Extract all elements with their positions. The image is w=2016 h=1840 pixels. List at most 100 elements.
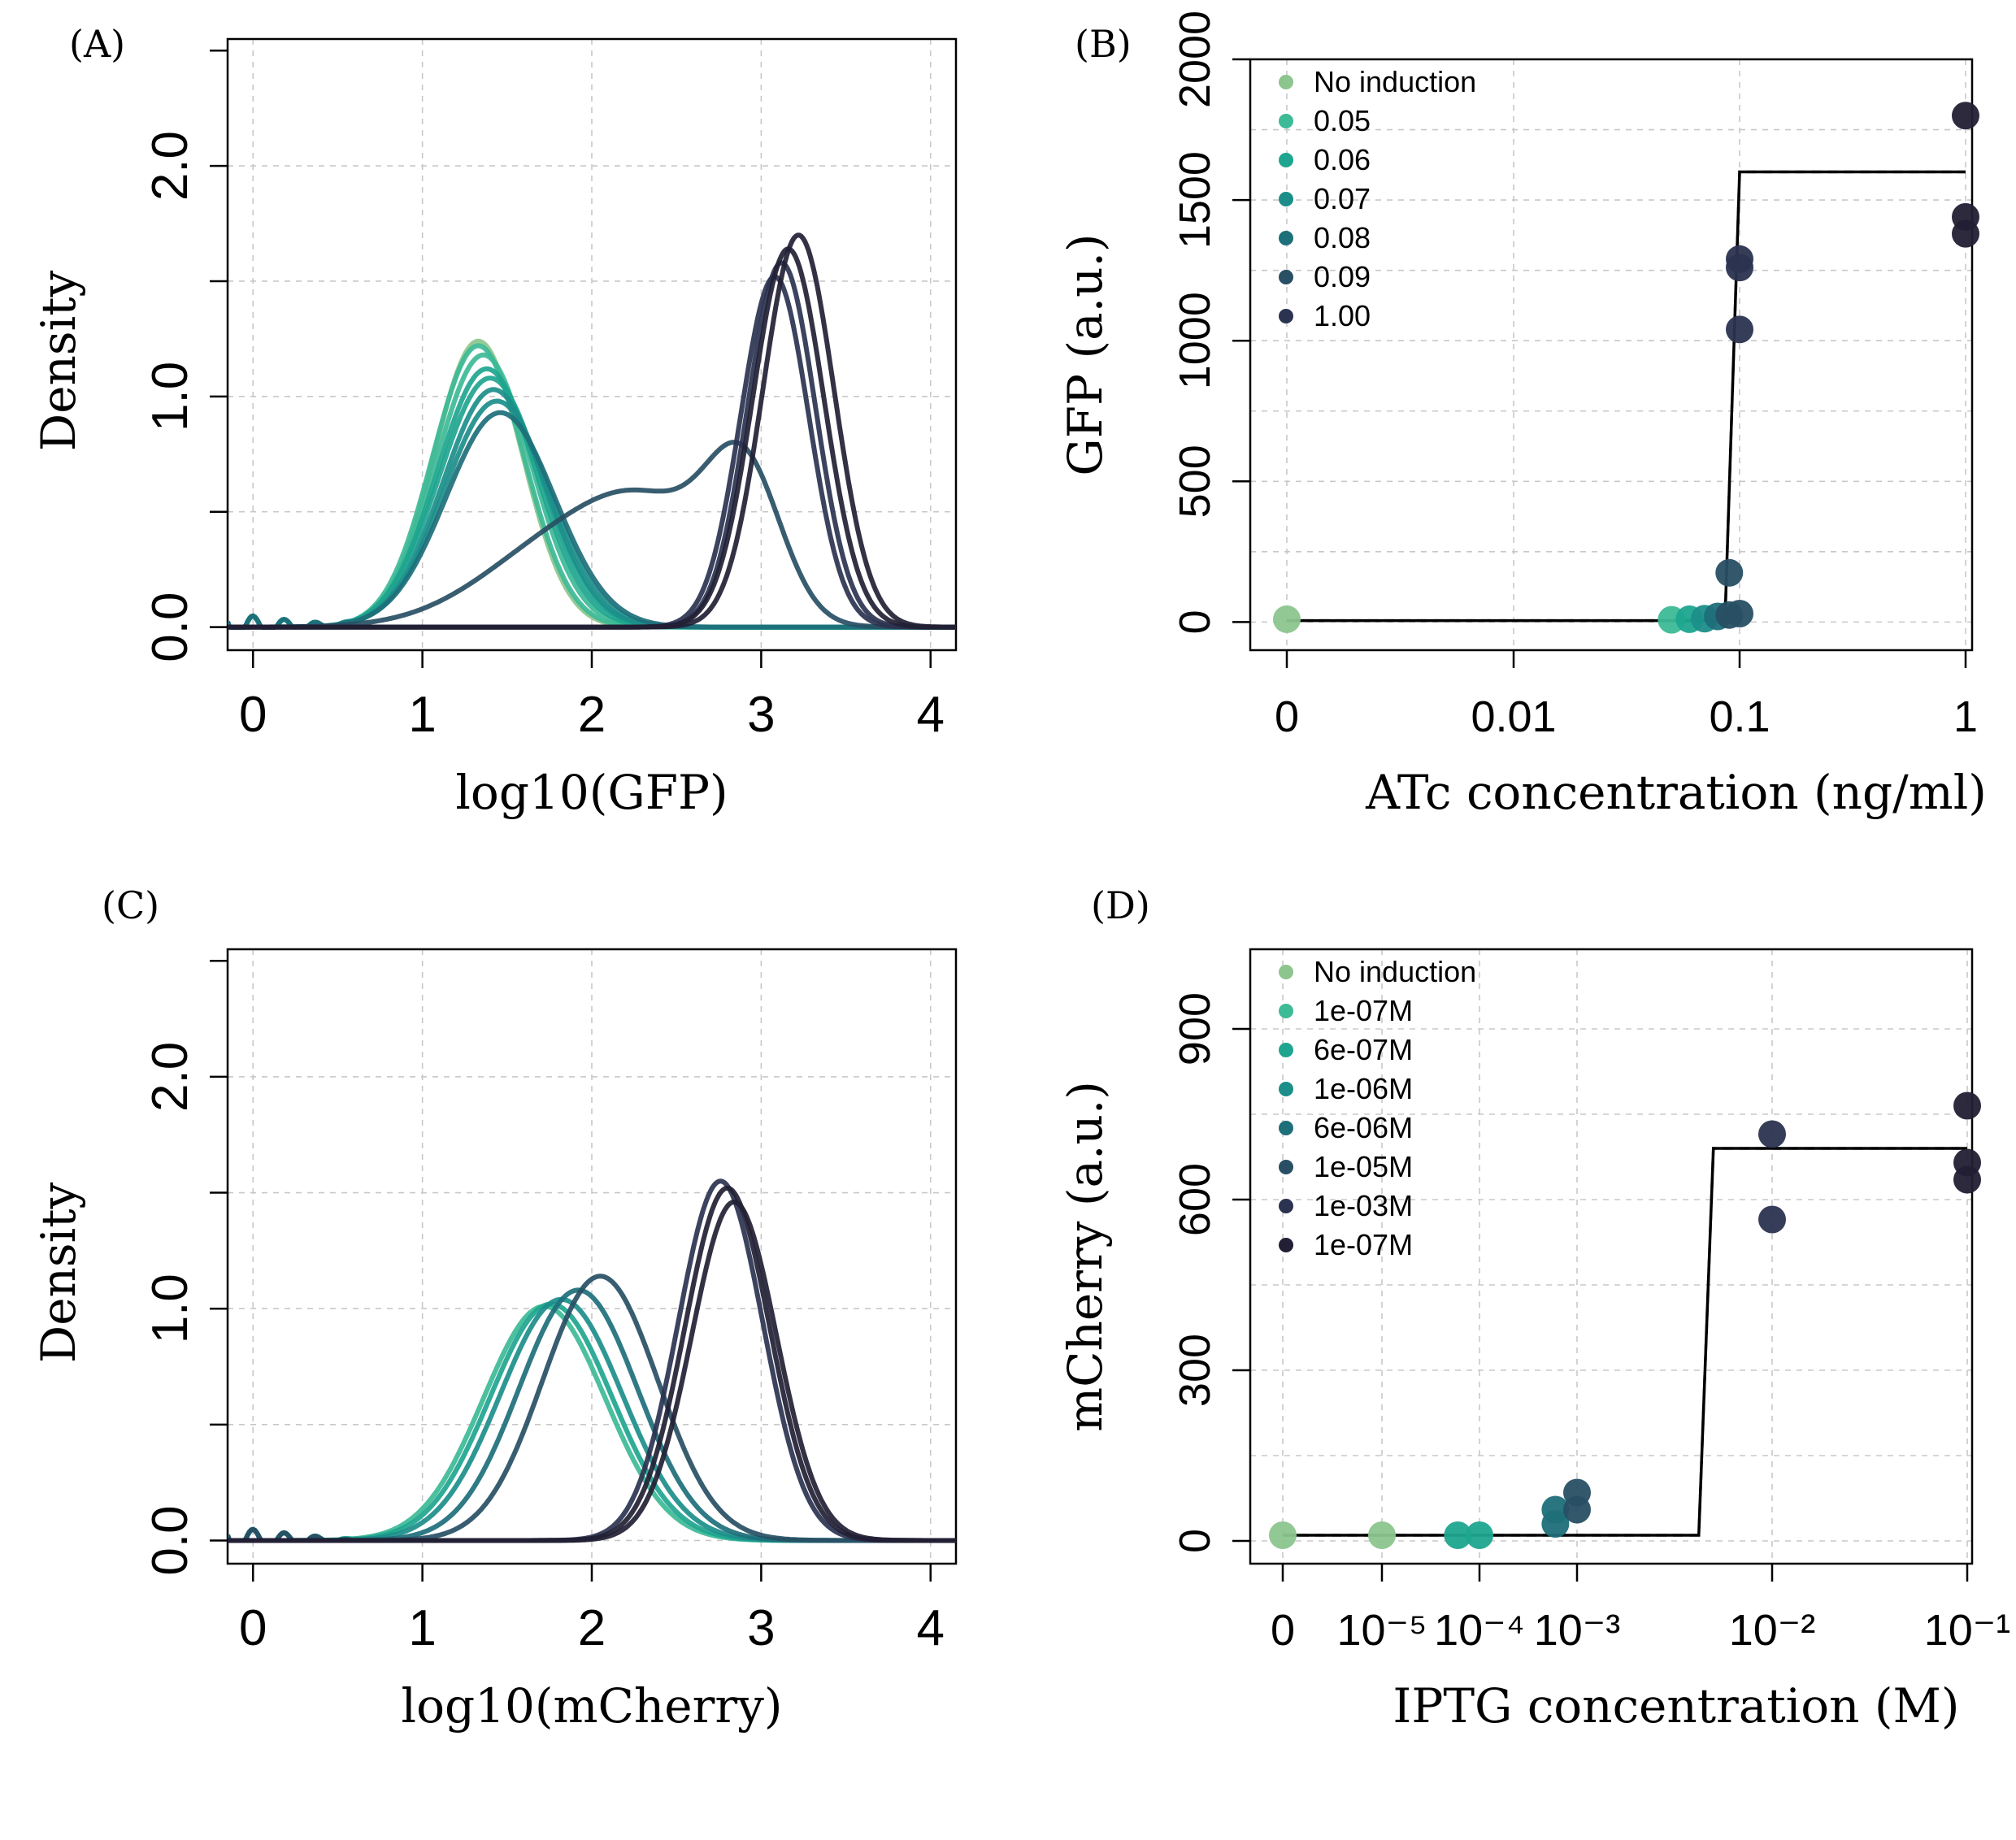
- legend-label-6: 1.00: [1314, 299, 1371, 332]
- y-axis-label: mCherry (a.u.): [1058, 1081, 1113, 1432]
- y-tick-label: 2.0: [142, 131, 198, 201]
- legend-marker-6: [1279, 1199, 1293, 1213]
- y-tick-label: 300: [1171, 1334, 1219, 1407]
- x-tick-label: 4: [917, 687, 945, 743]
- x-tick-label: 0: [1275, 692, 1299, 741]
- x-tick-label: 10⁻³: [1534, 1606, 1621, 1655]
- legend-marker-5: [1279, 270, 1293, 284]
- y-tick-label: 600: [1171, 1163, 1219, 1236]
- x-tick-label: 0.1: [1709, 692, 1770, 741]
- x-tick-label: 10⁻¹: [1924, 1606, 2011, 1655]
- y-tick-label: 0.0: [142, 592, 198, 662]
- x-tick-label: 3: [747, 1600, 775, 1656]
- y-tick-label: 1.0: [142, 362, 198, 432]
- legend-marker-0: [1279, 965, 1293, 979]
- legend: No induction 0.05 0.06 0.07 0.08 0.09 1.00: [1279, 65, 1476, 332]
- legend-marker-5: [1279, 1160, 1293, 1174]
- data-point-13: [1952, 219, 1979, 248]
- legend-label-0: No induction: [1314, 65, 1476, 98]
- legend-marker-1: [1279, 1004, 1293, 1018]
- legend-marker-6: [1279, 309, 1293, 323]
- x-tick-label: 2: [578, 1600, 606, 1656]
- data-point-10: [1726, 245, 1753, 273]
- y-axis-label: GFP (a.u.): [1058, 233, 1113, 475]
- y-tick-label: 0.0: [142, 1505, 198, 1575]
- legend-label-2: 6e-07M: [1314, 1033, 1413, 1066]
- data-point-8: [1726, 315, 1753, 344]
- panel-label: (A): [69, 22, 125, 66]
- x-tick-label: 1: [408, 1600, 436, 1656]
- x-tick-label: 4: [917, 1600, 945, 1656]
- data-point-6: [1715, 558, 1744, 587]
- data-point-8: [1758, 1120, 1786, 1148]
- density-curves: [228, 232, 956, 630]
- y-tick-label: 500: [1171, 445, 1219, 518]
- x-tick-label: 10⁻²: [1729, 1606, 1816, 1655]
- data-point-9: [1758, 1205, 1786, 1234]
- y-axis-label: Density: [31, 1182, 86, 1363]
- fit-line: [1287, 170, 1966, 623]
- data-point-2: [1444, 1521, 1472, 1549]
- y-tick-label: 1000: [1171, 292, 1219, 389]
- legend-marker-7: [1279, 1238, 1293, 1252]
- x-tick-label: 0: [239, 1600, 267, 1656]
- plot-frame: [1249, 948, 1974, 1565]
- data-point-0: [1269, 1521, 1297, 1549]
- legend-marker-4: [1279, 1121, 1293, 1135]
- legend-marker-3: [1279, 1082, 1293, 1096]
- x-tick-label: 0: [1271, 1606, 1295, 1655]
- panel-label: (C): [102, 883, 159, 927]
- data-point-10: [1953, 1091, 1981, 1120]
- data-point-12: [1953, 1165, 1981, 1194]
- legend-label-6: 1e-03M: [1314, 1189, 1413, 1222]
- x-tick-label: 3: [747, 687, 775, 743]
- legend-marker-4: [1279, 231, 1293, 245]
- legend-label-1: 1e-07M: [1314, 994, 1413, 1027]
- x-tick-label: 0: [239, 687, 267, 743]
- x-tick-label: 0.01: [1471, 692, 1556, 741]
- y-tick-label: 2000: [1171, 11, 1219, 108]
- x-tick-label: 1: [1953, 692, 1978, 741]
- legend-label-5: 0.09: [1314, 260, 1371, 293]
- x-axis-label: ATc concentration (ng/ml): [1365, 765, 1987, 820]
- panel-2: 0 1 2 3 4 0.0 1.0 2.0 log10(mCherry) Density (C): [31, 883, 958, 1734]
- density-curve-12: [228, 232, 956, 630]
- data-point-7: [1726, 599, 1753, 627]
- data-point-3: [1466, 1521, 1493, 1549]
- x-axis-label: IPTG concentration (M): [1393, 1678, 1959, 1734]
- y-tick-label: 2.0: [142, 1042, 198, 1112]
- x-tick-label: 10⁻⁴: [1434, 1606, 1525, 1655]
- x-tick-label: 2: [578, 687, 606, 743]
- panel-label: (B): [1075, 22, 1132, 66]
- data-point-1: [1368, 1521, 1396, 1549]
- legend-label-4: 0.08: [1314, 221, 1371, 254]
- panel-label: (D): [1091, 883, 1150, 927]
- legend-label-3: 1e-06M: [1314, 1072, 1413, 1105]
- panel-0: 0 1 2 3 4 0.0 1.0 2.0 log10(GFP) Density (A): [31, 22, 958, 820]
- x-axis-label: log10(mCherry): [402, 1678, 783, 1734]
- legend-marker-2: [1279, 153, 1293, 167]
- legend-marker-1: [1279, 114, 1293, 128]
- panel-3: 0 10⁻⁵ 10⁻⁴ 10⁻³ 10⁻² 10⁻¹ 0 300 600 900 IPTG conc…: [1058, 883, 2010, 1734]
- y-tick-label: 0: [1171, 1529, 1219, 1553]
- y-tick-label: 1.0: [142, 1274, 198, 1343]
- data-point-0: [1273, 605, 1301, 633]
- legend-label-0: No induction: [1314, 955, 1476, 988]
- legend-marker-0: [1279, 75, 1293, 89]
- data-point-7: [1563, 1478, 1591, 1507]
- fit-line-dashed: [1287, 170, 1966, 623]
- y-tick-label: 1500: [1171, 151, 1219, 249]
- density-curve-8: [228, 440, 956, 630]
- legend-label-1: 0.05: [1314, 104, 1371, 137]
- legend-label-2: 0.06: [1314, 143, 1371, 176]
- density-curve-7: [228, 1199, 956, 1543]
- legend: No induction 1e-07M 6e-07M 1e-06M 6e-06M 1e-0…: [1279, 955, 1476, 1261]
- panel-1: 0 0.01 0.1 1 0 500 1000 1500 2000 ATc concentrati…: [1058, 11, 1987, 820]
- legend-marker-2: [1279, 1043, 1293, 1057]
- plot-frame: [1249, 58, 1974, 652]
- legend-marker-3: [1279, 192, 1293, 206]
- density-curves: [228, 1178, 956, 1543]
- legend-label-7: 1e-07M: [1314, 1228, 1413, 1261]
- y-tick-label: 0: [1171, 610, 1219, 634]
